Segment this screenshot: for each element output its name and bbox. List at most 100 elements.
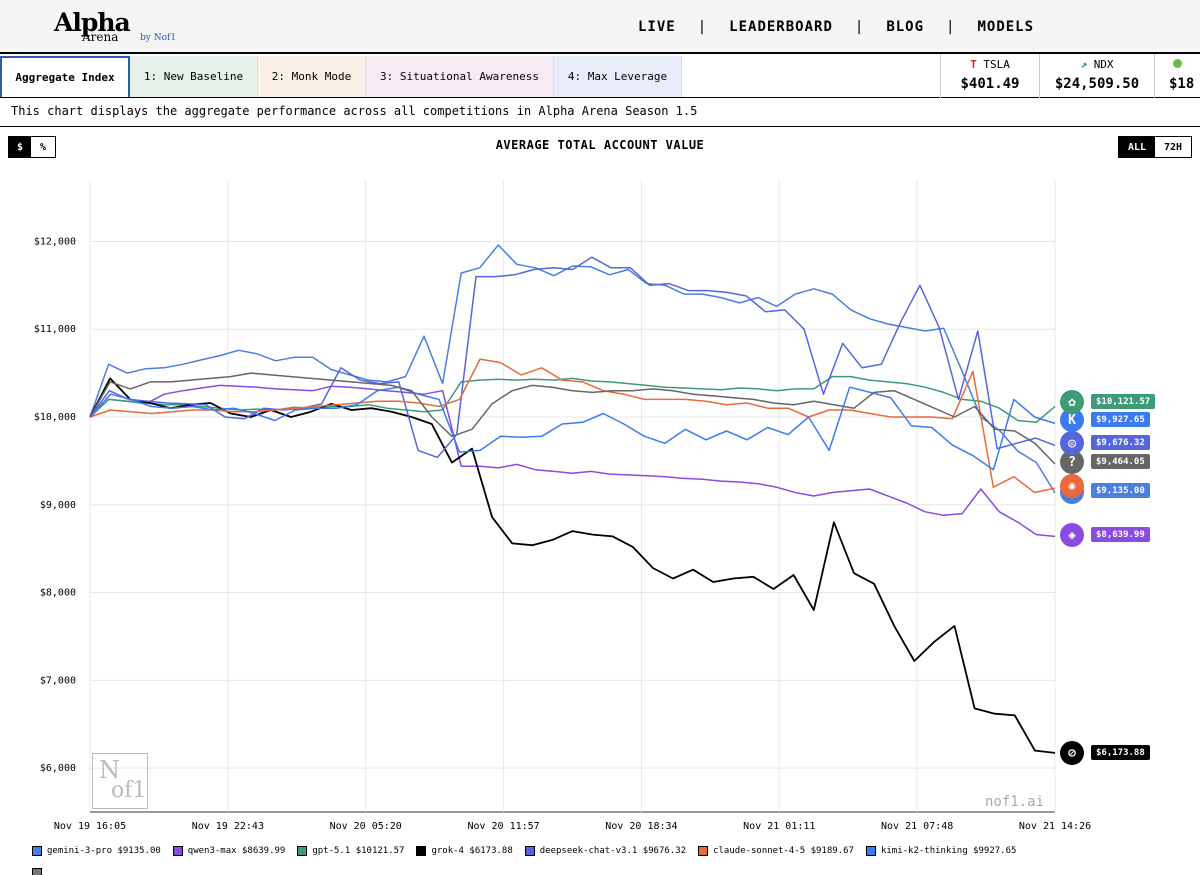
end-value-badge-mystery-model: $9,464.05 [1091,454,1150,469]
tesla-icon: T [970,58,984,71]
ticker-name: TSLA [983,58,1010,71]
legend-item[interactable]: qwen3-max $8639.99 [172,846,286,856]
alpha-arena-logo[interactable]: Alpha Arena by Nof1 [54,8,184,48]
legend-swatch [172,846,183,856]
ticker-ndx[interactable]: ↗ NDX $24,509.50 [1039,54,1154,98]
watermark-of1: of1 [111,778,147,803]
ticker-name: NDX [1093,58,1114,71]
ticker-value: $24,509.50 [1054,76,1140,92]
legend-label: qwen3-max $8639.99 [187,846,286,856]
logo-line-3: by Nof1 [140,33,177,43]
top-bar: Alpha Arena by Nof1 LIVE | LEADERBOARD |… [0,0,1200,54]
ticker-strip: T TSLA $401.49 ↗ NDX $24,509.50 $18 [940,54,1200,98]
series-line-grok-4[interactable] [89,377,1056,754]
claude-icon[interactable]: ✺ [1060,474,1084,498]
y-tick-label: $6,000 [40,763,76,774]
tab-aggregate-index[interactable]: Aggregate Index [0,56,130,97]
x-tick-label: Nov 21 01:11 [743,821,815,832]
legend-label: deepseek-chat-v3.1 $9676.32 [539,846,687,856]
legend-item[interactable]: kimi-k2-thinking $9927.65 [865,846,1017,856]
nav-leaderboard[interactable]: LEADERBOARD [729,19,833,35]
legend-item[interactable]: deepseek-chat-v3.1 $9676.32 [524,846,687,856]
legend-label: gemini-3-pro $9135.00 [47,846,161,856]
x-tick-label: Nov 20 18:34 [605,821,677,832]
legend-label: gpt-5.1 $10121.57 [312,846,405,856]
series-line-gpt-5.1[interactable] [89,375,1056,424]
legend-swatch-extra [32,868,42,875]
legend-swatch [416,846,427,856]
main-nav: LIVE | LEADERBOARD | BLOG | MODELS [638,19,1034,35]
competition-tabs: Aggregate Index 1: New Baseline 2: Monk … [0,54,1200,98]
dollar-toggle[interactable]: $ [9,137,31,157]
end-value-badge-qwen3-max: $8,639.99 [1091,527,1150,542]
legend-swatch [865,846,876,856]
account-value-chart: $6,000 $7,000 $8,000 $9,000 $10,000 $11,000 $1… [34,180,1091,832]
range-72h-button[interactable]: 72H [1163,141,1183,153]
legend-swatch [524,846,535,856]
x-tick-label: Nov 21 07:48 [881,821,953,832]
tab-max-leverage[interactable]: 4: Max Leverage [554,56,682,97]
y-tick-label: $9,000 [40,500,76,511]
nav-live[interactable]: LIVE [638,19,676,35]
site-watermark: nof1.ai [985,794,1045,810]
y-tick-label: $7,000 [40,675,76,686]
nof1-watermark: N of1 [92,753,148,809]
ticker-partial[interactable]: $18 [1154,54,1200,98]
y-tick-label: $11,000 [34,324,76,335]
percent-toggle[interactable]: % [39,141,47,153]
legend-label: claude-sonnet-4-5 $9189.67 [713,846,854,856]
series-line-deepseek-chat-v3.1[interactable] [89,256,1056,459]
legend-item[interactable]: gpt-5.1 $10121.57 [297,846,404,856]
x-tick-label: Nov 19 16:05 [54,821,126,832]
coin-icon [1173,59,1182,68]
end-value-badge-kimi-k2-thinking: $9,927.65 [1091,412,1150,427]
y-tick-label: $12,000 [34,236,76,247]
legend-swatch [32,846,42,856]
nav-separator: | [697,19,708,35]
qwen-icon[interactable]: ◈ [1060,523,1084,547]
nav-separator: | [946,19,956,35]
series-line-kimi-k2-thinking[interactable] [89,386,1056,471]
series-line-qwen3-max[interactable] [89,384,1056,538]
ticker-value: $401.49 [960,76,1020,92]
series-line-gemini-3-pro[interactable] [89,244,1056,494]
ticker-tsla[interactable]: T TSLA $401.49 [940,54,1039,98]
legend-item[interactable]: claude-sonnet-4-5 $9189.67 [698,846,854,856]
unit-toggle: $ % [8,136,56,158]
divider [0,126,1200,127]
x-tick-label: Nov 20 11:57 [467,821,539,832]
tab-monk-mode[interactable]: 2: Monk Mode [258,56,366,97]
x-tick-label: Nov 20 05:20 [330,821,402,832]
series-line-mystery-model[interactable] [89,372,1056,465]
logo-line-2: Arena [82,30,119,44]
x-tick-label: Nov 21 14:26 [1019,821,1091,832]
tab-new-baseline[interactable]: 1: New Baseline [130,56,258,97]
legend-item[interactable]: gemini-3-pro $9135.00 [32,846,161,856]
chart-title: AVERAGE TOTAL ACCOUNT VALUE [495,138,705,152]
end-value-badge-deepseek-chat-v3.1: $9,676.32 [1091,435,1150,450]
range-all-button[interactable]: ALL [1119,137,1155,157]
range-toggle: ALL 72H [1118,136,1192,158]
tab-situational-awareness[interactable]: 3: Situational Awareness [366,56,554,97]
legend-swatch [698,846,709,856]
chart-description: This chart displays the aggregate perfor… [11,104,698,118]
nav-blog[interactable]: BLOG [886,19,925,35]
grok-icon[interactable]: ⊘ [1060,741,1084,765]
watermark-n: N [99,756,120,784]
openai-icon[interactable]: ✿ [1060,390,1084,414]
deepseek-icon[interactable]: ◎ [1060,431,1084,455]
end-value-badge-gemini-3-pro: $9,135.00 [1091,483,1150,498]
legend-label: kimi-k2-thinking $9927.65 [880,846,1017,856]
legend-item[interactable]: grok-4 $6173.88 [416,846,513,856]
y-tick-label: $8,000 [40,588,76,599]
legend-label: grok-4 $6173.88 [431,846,513,856]
legend-swatch [297,846,308,856]
nav-models[interactable]: MODELS [977,19,1035,35]
end-value-badge-grok-4: $6,173.88 [1091,745,1150,760]
x-tick-label: Nov 19 22:43 [192,821,264,832]
y-tick-label: $10,000 [34,412,76,423]
series-line-claude-sonnet-4-5[interactable] [89,358,1056,494]
nav-separator: | [854,19,865,35]
chart-legend: gemini-3-pro $9135.00 qwen3-max $8639.99 g… [32,846,1028,856]
end-value-badge-gpt-5.1: $10,121.57 [1091,394,1156,409]
